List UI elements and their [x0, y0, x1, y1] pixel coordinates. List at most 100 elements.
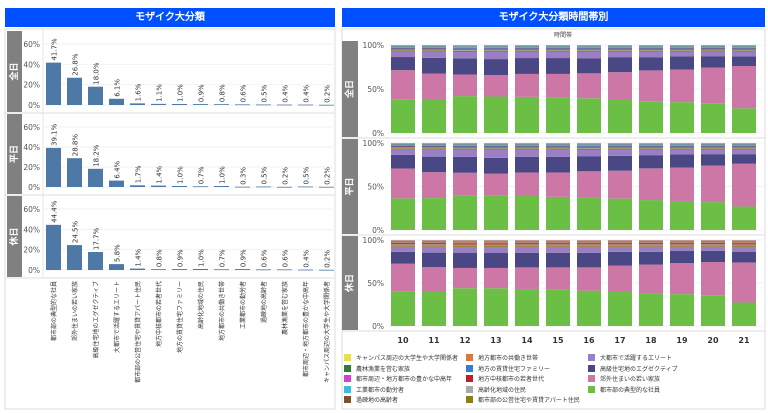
- bar-休日: [109, 264, 124, 270]
- legend-label: 地方都市の共働き世帯: [478, 355, 539, 362]
- stack-segment: [701, 47, 725, 49]
- stack-segment: [670, 47, 694, 48]
- stack-segment: [515, 51, 539, 59]
- stack-segment: [670, 244, 694, 246]
- stack-segment: [546, 241, 570, 242]
- category-label: 工業都市の勤労者: [239, 281, 247, 329]
- stack-segment: [639, 57, 663, 71]
- stack-segment: [422, 267, 446, 292]
- data-label: 1.1%: [156, 84, 164, 102]
- stack-segment: [577, 243, 601, 245]
- bar-休日: [172, 269, 187, 270]
- data-label: 6.4%: [114, 160, 122, 178]
- x-tick-label: 19: [676, 336, 688, 345]
- stack-segment: [453, 96, 477, 133]
- legend-item[interactable]: 都市部の典型的な社員: [588, 384, 660, 395]
- stack-segment: [546, 252, 570, 268]
- bar-平日: [193, 186, 208, 188]
- stack-segment: [608, 149, 632, 156]
- legend-item[interactable]: 高齢化地域の住民: [466, 384, 526, 395]
- legend-item[interactable]: 地方都市の共働き世帯: [466, 352, 538, 363]
- stack-segment: [484, 144, 508, 145]
- stack-segment: [577, 48, 601, 50]
- stack-segment: [577, 267, 601, 291]
- stack-segment: [670, 69, 694, 103]
- stack-segment: [577, 46, 601, 47]
- data-label: 0.4%: [303, 84, 311, 102]
- stack-segment: [453, 245, 477, 247]
- stack-segment: [732, 49, 756, 51]
- data-label: 0.9%: [240, 249, 248, 267]
- bar-全日: [277, 104, 292, 106]
- stack-segment: [515, 288, 539, 326]
- stack-segment: [484, 50, 508, 52]
- data-label: 1.4%: [135, 248, 143, 266]
- stack-segment: [453, 195, 477, 230]
- legend-item[interactable]: 工業都市の勤労者: [344, 384, 404, 395]
- stack-segment: [391, 154, 415, 169]
- stack-segment: [577, 47, 601, 49]
- stack-segment: [577, 197, 601, 230]
- stack-segment: [732, 242, 756, 243]
- stack-segment: [701, 50, 725, 52]
- stack-segment: [515, 245, 539, 247]
- stack-segment: [391, 244, 415, 246]
- legend-item[interactable]: 都市周辺・地方都市の豊かな中高年: [344, 373, 452, 384]
- stack-segment: [732, 65, 756, 109]
- stack-segment: [546, 58, 570, 74]
- data-label: 1.7%: [135, 165, 143, 183]
- stack-segment: [391, 147, 415, 149]
- stack-segment: [422, 73, 446, 99]
- stack-segment: [546, 73, 570, 98]
- legend-item[interactable]: 郊外住まいの若い家族: [588, 373, 660, 384]
- legend-item[interactable]: 都市部の公営住宅や賃貸アパート住民: [466, 394, 580, 405]
- panel-label-2: 休日: [344, 274, 356, 293]
- stack-segment: [484, 157, 508, 174]
- panel-label-bg: [7, 196, 22, 277]
- x-tick-label: 21: [738, 336, 750, 345]
- bar-平日: [172, 186, 187, 187]
- stack-segment: [577, 51, 601, 59]
- stack-segment: [391, 148, 415, 150]
- legend-item[interactable]: 地方中核都市の若者世代: [466, 373, 544, 384]
- legend-swatch: [344, 385, 351, 393]
- stack-segment: [732, 50, 756, 52]
- panel-label-bg: [7, 31, 22, 112]
- stack-segment: [732, 163, 756, 207]
- panel-label-0: 全日: [8, 62, 20, 81]
- stack-segment: [639, 70, 663, 102]
- data-label: 44.4%: [51, 200, 59, 223]
- stack-segment: [577, 290, 601, 326]
- stack-segment: [453, 47, 477, 48]
- legend-item[interactable]: 過疎地の高齢者: [344, 394, 398, 405]
- data-label: 1.6%: [135, 83, 143, 101]
- legend-item[interactable]: 大都市で活躍するエリート: [588, 352, 672, 363]
- stack-segment: [391, 145, 415, 147]
- legend-item[interactable]: 農林漁業を営む家族: [344, 363, 410, 374]
- stack-segment: [732, 108, 756, 133]
- legend-item[interactable]: 地方の賃貸住宅ファミリー: [466, 363, 550, 374]
- stack-segment: [577, 241, 601, 243]
- stack-segment: [515, 145, 539, 147]
- stack-segment: [577, 246, 601, 253]
- stack-segment: [639, 246, 663, 252]
- legend-swatch: [466, 375, 473, 382]
- panel-label-2: 休日: [8, 227, 20, 246]
- stack-segment: [422, 242, 446, 244]
- stack-segment: [515, 46, 539, 47]
- stack-segment: [453, 241, 477, 242]
- stack-segment: [608, 242, 632, 244]
- stack-segment: [422, 50, 446, 52]
- stack-segment: [391, 245, 415, 247]
- stack-segment: [608, 241, 632, 243]
- legend-item[interactable]: 高級住宅地のエグゼクティブ: [588, 363, 678, 374]
- legend-item[interactable]: キャンパス周辺の大学生や大学関係者: [344, 352, 458, 363]
- stack-segment: [701, 262, 725, 296]
- stack-segment: [391, 46, 415, 47]
- stack-segment: [391, 47, 415, 48]
- stack-segment: [670, 200, 694, 230]
- stack-segment: [577, 244, 601, 246]
- stack-segment: [484, 146, 508, 148]
- stack-segment: [639, 147, 663, 149]
- stack-segment: [546, 97, 570, 133]
